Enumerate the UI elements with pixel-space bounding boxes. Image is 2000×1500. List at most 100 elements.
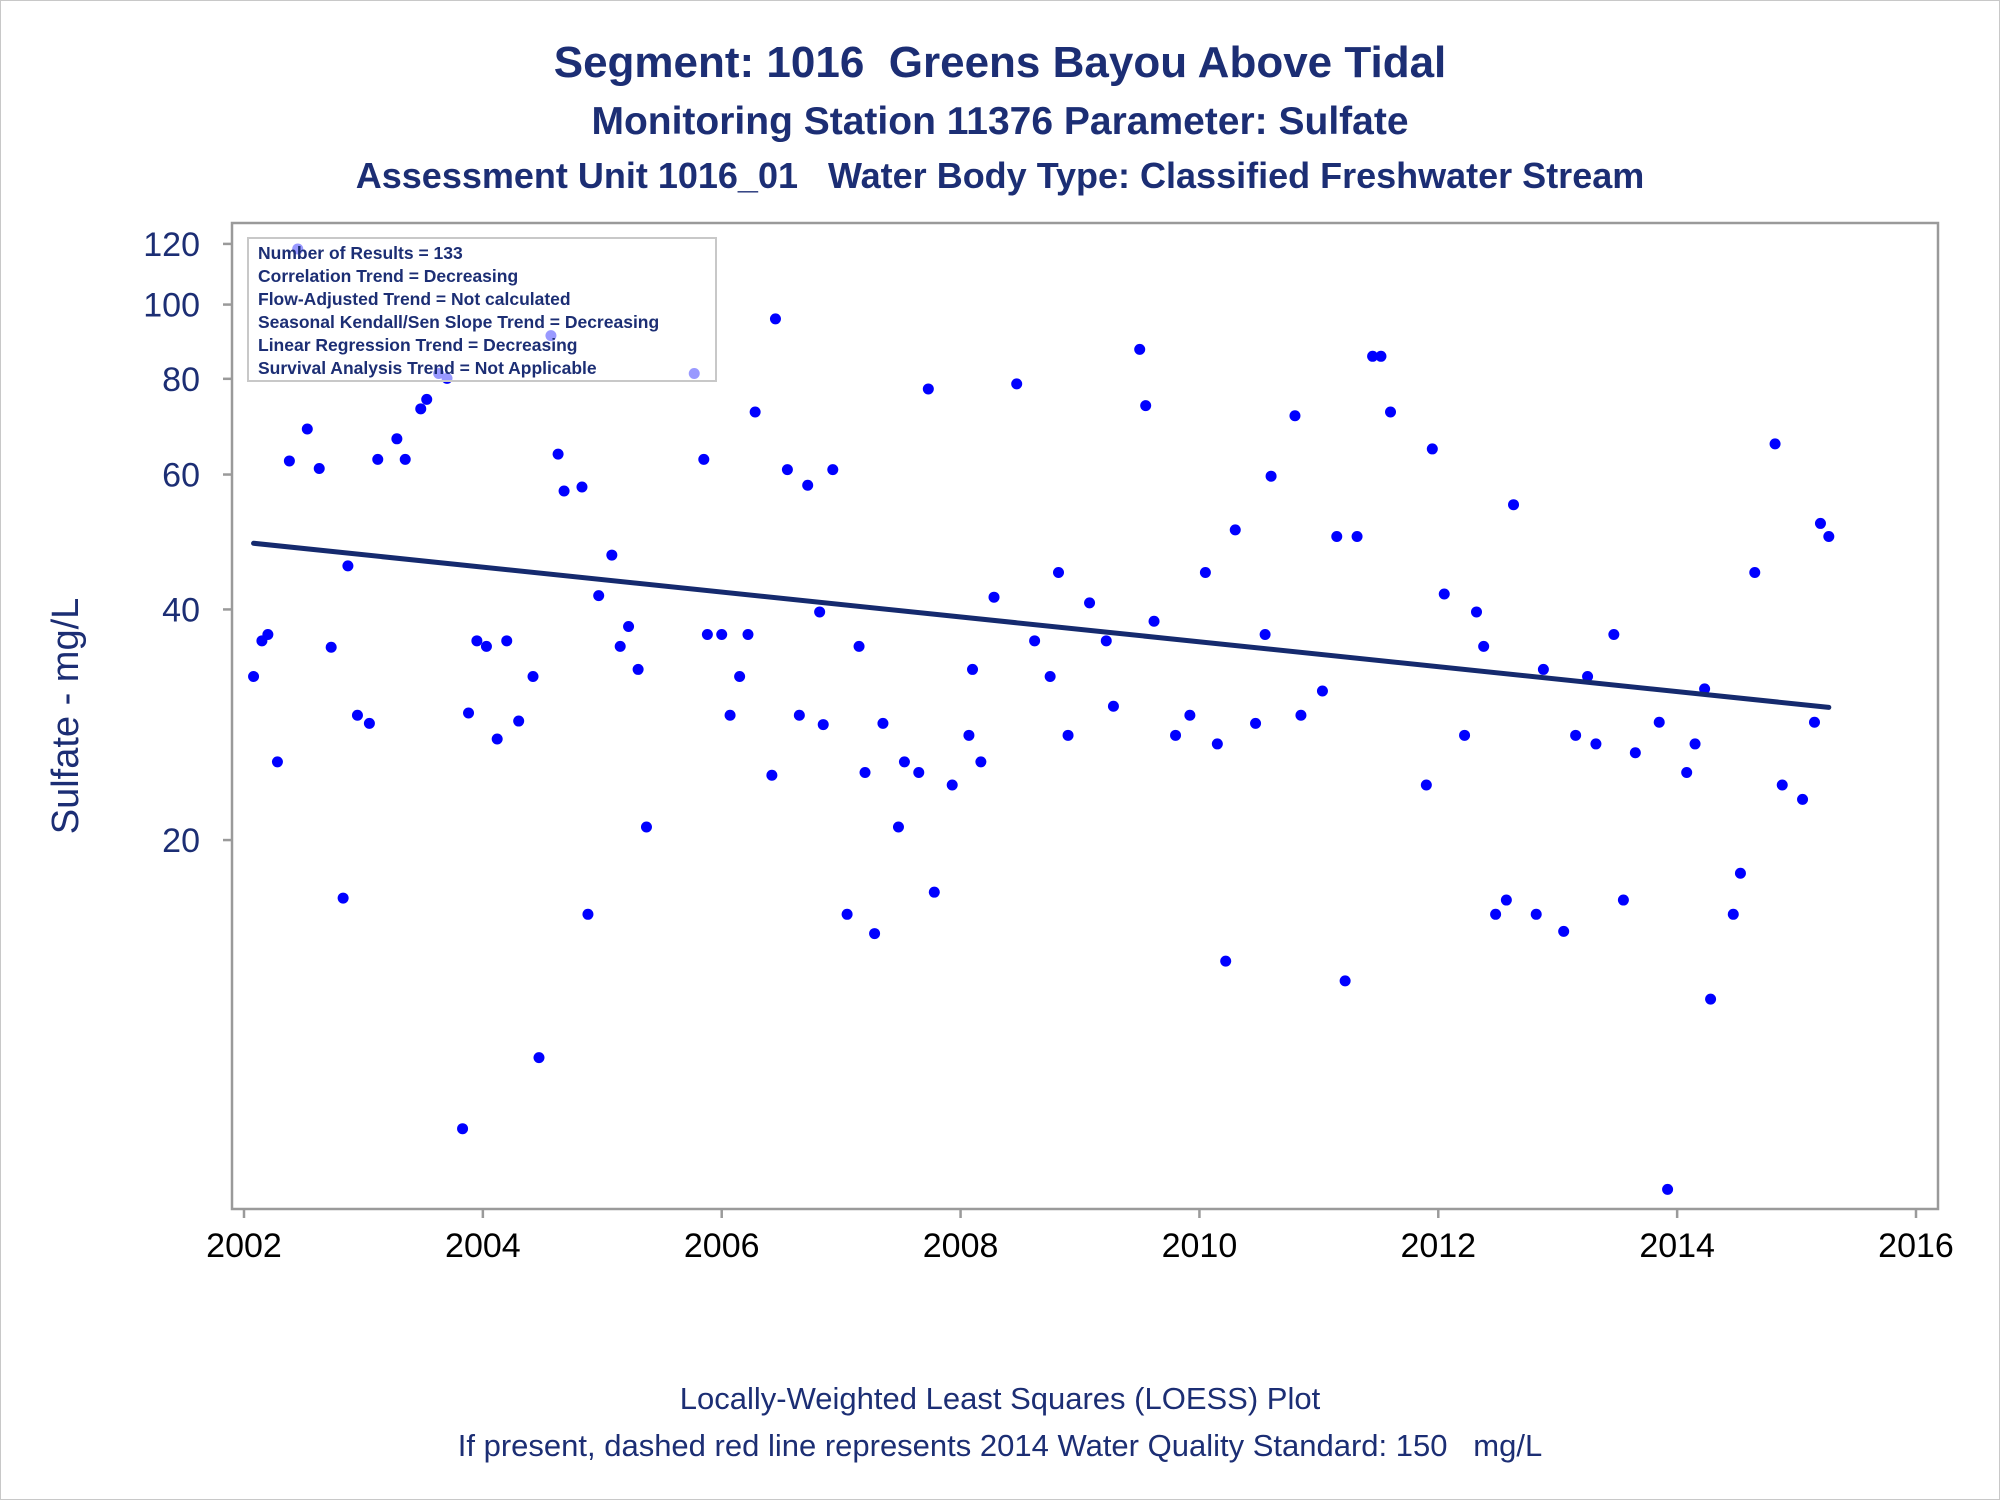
data-point xyxy=(527,670,539,682)
data-point xyxy=(1727,908,1739,920)
data-point xyxy=(1500,894,1512,906)
info-box: Number of Results = 133 Correlation Trend… xyxy=(247,237,717,382)
data-point xyxy=(1582,670,1594,682)
data-point xyxy=(1107,700,1119,712)
data-point xyxy=(1814,517,1826,529)
data-point xyxy=(313,462,325,474)
data-point xyxy=(513,715,525,727)
info-box-line: Survival Analysis Trend = Not Applicable xyxy=(258,358,597,378)
data-point xyxy=(853,640,865,652)
data-point xyxy=(1471,606,1483,618)
data-point xyxy=(869,928,881,940)
y-axis: 20 40 60 80 100 120 xyxy=(143,226,232,860)
data-point xyxy=(1375,350,1387,362)
data-point xyxy=(271,756,283,768)
data-point xyxy=(1797,793,1809,805)
data-point xyxy=(614,640,626,652)
data-point xyxy=(1351,531,1363,543)
data-point xyxy=(593,590,605,602)
data-point xyxy=(480,640,492,652)
info-box-line: Flow-Adjusted Trend = Not calculated xyxy=(258,289,571,309)
data-point xyxy=(1367,350,1379,362)
chart-subtitle-station: Monitoring Station 11376 Parameter: Sulf… xyxy=(591,100,1409,143)
data-point xyxy=(701,628,713,640)
data-point xyxy=(716,628,728,640)
y-axis-label: Sulfate - mg/L xyxy=(45,598,87,835)
data-point xyxy=(742,628,754,640)
data-point xyxy=(283,455,295,467)
plot-area xyxy=(230,221,1940,1211)
data-point xyxy=(1053,566,1065,578)
data-point xyxy=(1823,531,1835,543)
chart-subtitle-assessment: Assessment Unit 1016_01 Water Body Type:… xyxy=(355,155,1645,196)
data-point xyxy=(337,892,349,904)
info-box-line: Seasonal Kendall/Sen Slope Trend = Decre… xyxy=(258,312,659,332)
data-point xyxy=(1331,531,1343,543)
data-point xyxy=(1662,1183,1674,1195)
info-box-line: Linear Regression Trend = Decreasing xyxy=(258,335,578,355)
data-point xyxy=(1084,597,1096,609)
data-point xyxy=(1265,470,1277,482)
x-tick-label: 2016 xyxy=(1878,1227,1954,1265)
data-point xyxy=(1199,566,1211,578)
data-point xyxy=(262,628,274,640)
x-tick-label: 2006 xyxy=(684,1227,760,1265)
data-point xyxy=(415,403,427,415)
data-point xyxy=(1689,738,1701,750)
data-point xyxy=(1170,729,1182,741)
data-point xyxy=(913,767,925,779)
data-point xyxy=(1734,867,1746,879)
data-point xyxy=(1250,717,1262,729)
data-point xyxy=(1570,729,1582,741)
data-point xyxy=(827,464,839,476)
x-tick-label: 2008 xyxy=(923,1227,999,1265)
data-point xyxy=(363,717,375,729)
data-point xyxy=(325,641,337,653)
data-point xyxy=(1140,400,1152,412)
data-point xyxy=(1705,993,1717,1005)
data-point xyxy=(1653,716,1665,728)
data-point xyxy=(1478,640,1490,652)
y-tick-label: 60 xyxy=(162,457,200,495)
x-tick-label: 2012 xyxy=(1400,1227,1476,1265)
data-point xyxy=(576,481,588,493)
data-point xyxy=(1426,443,1438,455)
data-point xyxy=(922,383,934,395)
data-point xyxy=(724,709,736,721)
x-axis: 2002 2004 2006 2008 2010 2012 2014 2016 xyxy=(206,1209,1954,1265)
data-point xyxy=(1749,566,1761,578)
data-point xyxy=(457,1123,469,1135)
data-point xyxy=(781,464,793,476)
data-point xyxy=(342,560,354,572)
data-point xyxy=(1134,343,1146,355)
data-point xyxy=(1617,894,1629,906)
data-point xyxy=(1438,588,1450,600)
data-point xyxy=(1211,738,1223,750)
data-point xyxy=(749,406,761,418)
data-point xyxy=(552,448,564,460)
data-point xyxy=(558,485,570,497)
data-point xyxy=(1769,438,1781,450)
data-point xyxy=(859,767,871,779)
data-point xyxy=(1537,663,1549,675)
x-tick-label: 2014 xyxy=(1639,1227,1715,1265)
y-tick-label: 80 xyxy=(162,361,200,399)
data-point xyxy=(1339,975,1351,987)
data-point xyxy=(372,453,384,465)
data-point xyxy=(1776,779,1788,791)
data-point xyxy=(1590,738,1602,750)
data-point xyxy=(1490,908,1502,920)
loess-trend-line xyxy=(251,540,1832,710)
data-point xyxy=(606,549,618,561)
data-point xyxy=(734,670,746,682)
data-point xyxy=(1681,767,1693,779)
info-box-border xyxy=(247,237,717,382)
data-point xyxy=(1259,628,1271,640)
data-point xyxy=(1029,635,1041,647)
data-point xyxy=(421,393,433,405)
data-point xyxy=(399,453,411,465)
data-point xyxy=(1558,925,1570,937)
data-point xyxy=(471,635,483,647)
data-point xyxy=(1608,628,1620,640)
data-point xyxy=(351,709,363,721)
